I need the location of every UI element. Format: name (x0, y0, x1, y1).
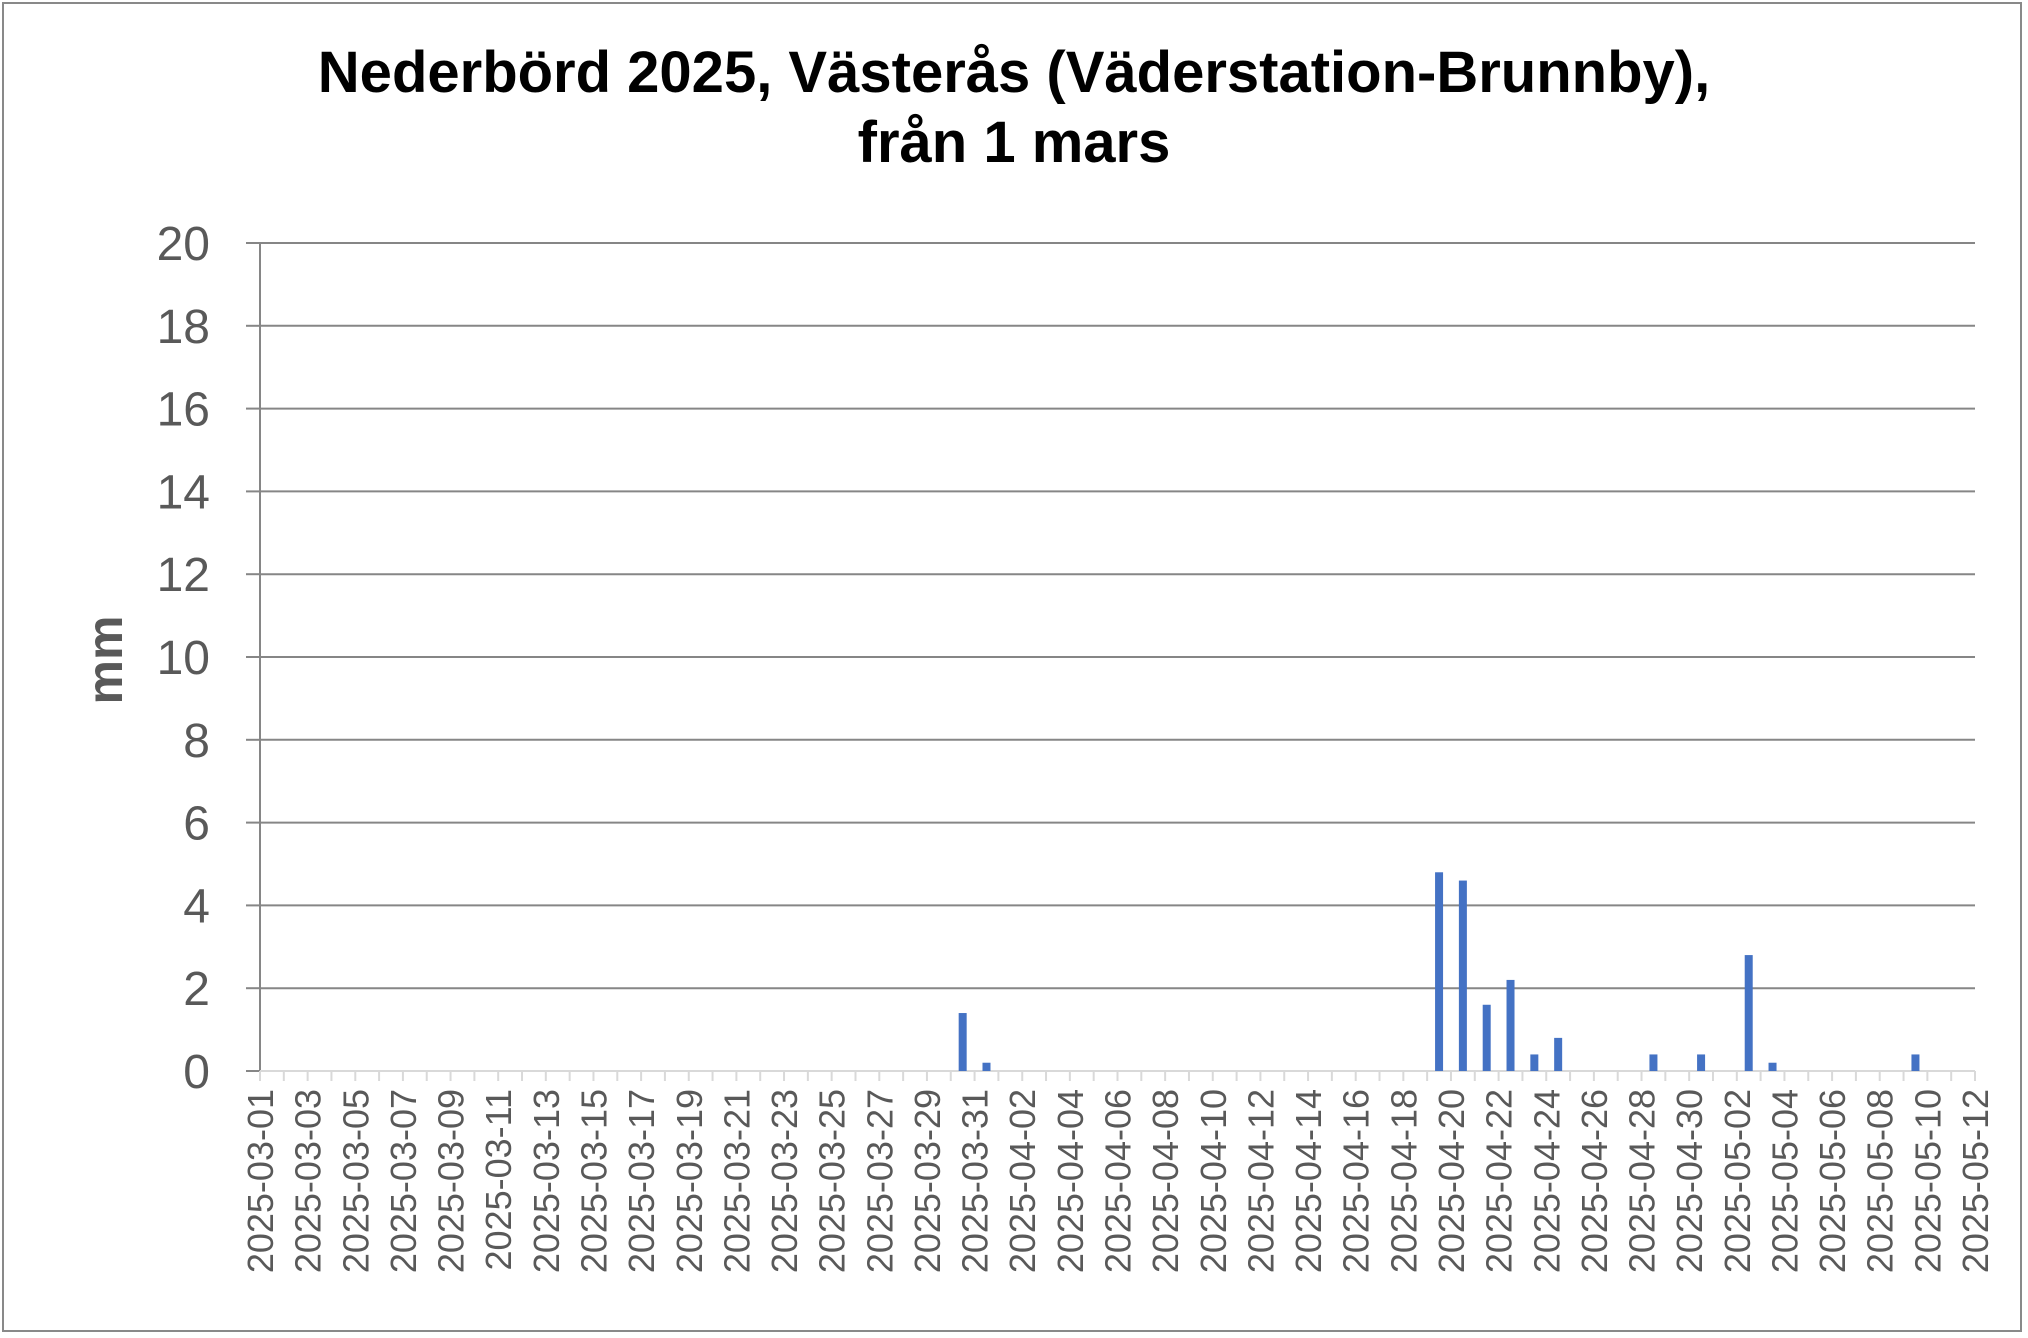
x-tick-label: 2025-04-14 (1288, 1089, 1329, 1273)
x-tick-label: 2025-03-23 (764, 1089, 805, 1273)
x-tick-label: 2025-04-02 (1002, 1089, 1043, 1273)
bar (1506, 979, 1515, 1071)
y-tick-label: 0 (183, 1046, 210, 1099)
bars (958, 872, 1920, 1071)
x-tick-label: 2025-04-22 (1479, 1089, 1520, 1273)
x-tick-label: 2025-04-28 (1622, 1089, 1663, 1273)
y-tick-label: 2 (183, 963, 210, 1016)
y-tick-label: 4 (183, 880, 210, 933)
x-tick-label: 2025-03-25 (812, 1089, 853, 1273)
bar (1482, 1004, 1491, 1071)
bar (1458, 880, 1467, 1071)
x-tick-label: 2025-03-29 (907, 1089, 948, 1273)
x-tick-label: 2025-04-12 (1240, 1089, 1281, 1273)
x-tick-label: 2025-03-21 (716, 1089, 757, 1273)
y-tick-label: 6 (183, 798, 210, 851)
bar (1530, 1054, 1539, 1071)
x-tick-label: 2025-04-08 (1145, 1089, 1186, 1273)
x-tick-label: 2025-05-06 (1812, 1089, 1853, 1273)
axes (246, 242, 1976, 1081)
y-tick-label: 16 (157, 384, 210, 437)
chart-title: Nederbörd 2025, Västerås (Väderstation-B… (0, 38, 2028, 178)
y-tick-label: 14 (157, 466, 210, 519)
bar (1744, 955, 1753, 1071)
x-tick-label: 2025-03-27 (859, 1089, 900, 1273)
x-tick-label: 2025-03-05 (335, 1089, 376, 1273)
bar (1435, 872, 1444, 1071)
chart-title-line-2: från 1 mars (857, 110, 1171, 175)
x-tick-label: 2025-03-31 (955, 1089, 996, 1273)
y-tick-label: 12 (157, 549, 210, 602)
chart-title-line-1: Nederbörd 2025, Västerås (Väderstation-B… (317, 40, 1711, 105)
x-tick-label: 2025-03-15 (573, 1089, 614, 1273)
y-axis-title: mm (77, 616, 133, 705)
x-tick-label: 2025-05-08 (1860, 1089, 1901, 1273)
bar (1768, 1062, 1777, 1071)
x-tick-label: 2025-04-18 (1383, 1089, 1424, 1273)
x-tick-labels: 2025-03-01 2025-03-03 2025-03-05 2025-03-07… (240, 1089, 1996, 1273)
bar (1911, 1054, 1920, 1071)
bar (1649, 1054, 1658, 1071)
x-tick-label: 2025-04-30 (1669, 1089, 1710, 1273)
y-tick-labels: 0 2 4 6 8 10 12 14 16 18 20 (157, 218, 210, 1099)
x-tick-label: 2025-03-19 (669, 1089, 710, 1273)
x-tick-label: 2025-03-03 (288, 1089, 329, 1273)
x-tick-label: 2025-05-04 (1764, 1089, 1805, 1273)
x-tick-label: 2025-03-13 (526, 1089, 567, 1273)
x-tick-label: 2025-04-06 (1098, 1089, 1139, 1273)
y-tick-label: 8 (183, 715, 210, 768)
x-tick-label: 2025-03-01 (240, 1089, 281, 1273)
x-tick-label: 2025-05-02 (1717, 1089, 1758, 1273)
x-tick-label: 2025-05-10 (1907, 1089, 1948, 1273)
y-tick-label: 18 (157, 301, 210, 354)
x-tick-label: 2025-04-04 (1050, 1089, 1091, 1273)
x-tick-label: 2025-04-26 (1574, 1089, 1615, 1273)
bar (982, 1062, 991, 1071)
x-tick-label: 2025-03-17 (621, 1089, 662, 1273)
bar (958, 1013, 967, 1071)
bar (1697, 1054, 1706, 1071)
y-tick-label: 20 (157, 218, 210, 271)
bar (1554, 1037, 1563, 1071)
x-tick-label: 2025-03-11 (478, 1089, 519, 1270)
y-tick-label: 10 (157, 632, 210, 685)
x-tick-label: 2025-04-20 (1431, 1089, 1472, 1273)
x-tick-label: 2025-03-07 (383, 1089, 424, 1273)
x-tick-label: 2025-04-10 (1193, 1089, 1234, 1273)
x-tick-label: 2025-03-09 (431, 1089, 472, 1273)
x-tick-label: 2025-04-16 (1336, 1089, 1377, 1273)
x-tick-label: 2025-04-24 (1526, 1089, 1567, 1273)
x-tick-label: 2025-05-12 (1955, 1089, 1996, 1273)
gridlines (260, 242, 1975, 990)
